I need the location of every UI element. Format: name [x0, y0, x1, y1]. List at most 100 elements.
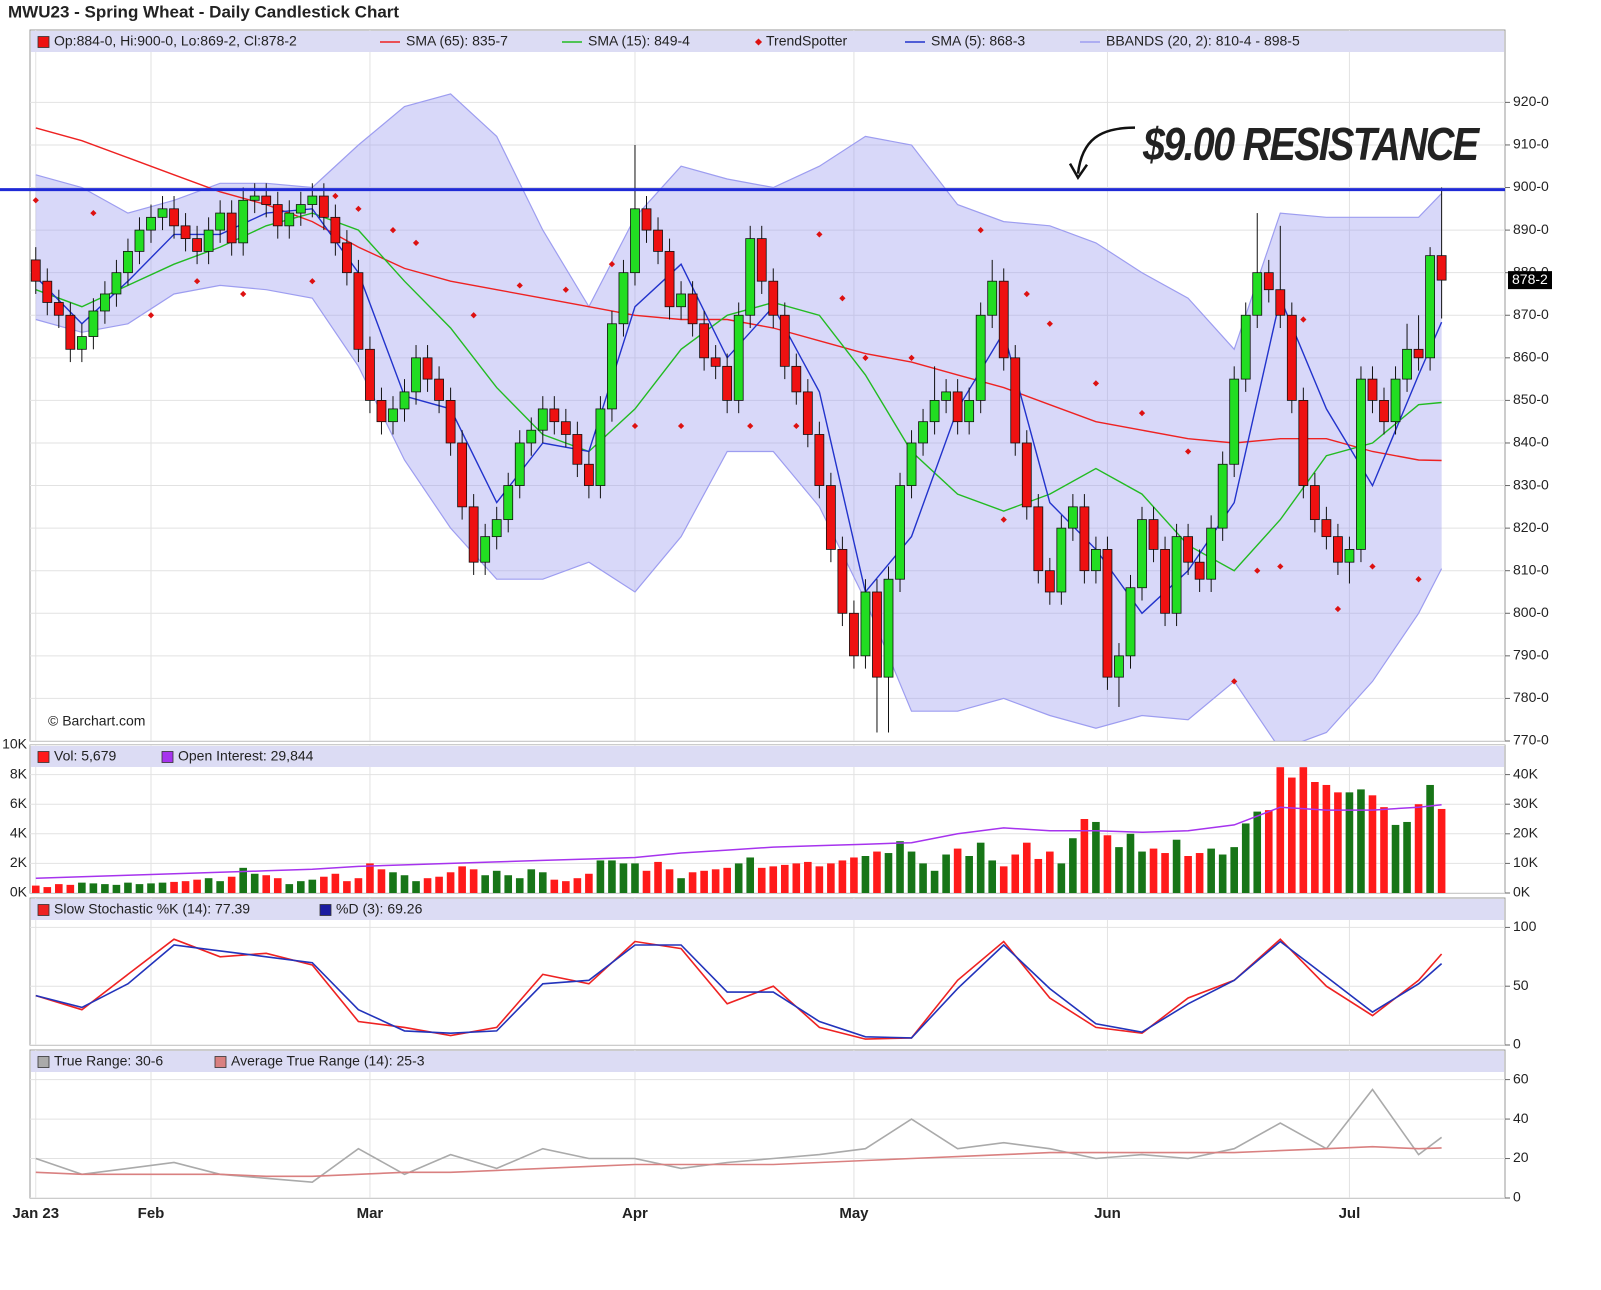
trend-dot — [1254, 567, 1261, 574]
annotation: $9.00 RESISTANCE — [1142, 119, 1480, 170]
candle-body — [664, 250, 675, 308]
legend-swatch — [161, 751, 174, 763]
volume-bar — [66, 884, 75, 893]
volume-bar — [101, 884, 109, 893]
y-tick-label: 910-0 — [1513, 136, 1549, 152]
volume-bar — [1115, 847, 1123, 893]
volume-bar — [999, 866, 1008, 893]
x-tick-label: Mar — [357, 1205, 384, 1222]
volume-bar — [124, 882, 132, 893]
candle-body — [583, 463, 594, 486]
x-tick-label: Feb — [138, 1205, 165, 1222]
candle-body — [376, 400, 387, 423]
volume-bar — [757, 867, 766, 893]
volume-bar — [89, 883, 98, 893]
candle-body — [768, 280, 779, 316]
y-tick-label: 850-0 — [1513, 391, 1549, 407]
y-tick-label: 770-0 — [1513, 732, 1549, 748]
volume-bar — [239, 867, 247, 893]
volume-bar — [262, 875, 271, 893]
volume-bar — [1138, 851, 1146, 893]
y-tick-label: 2K — [10, 854, 28, 870]
candle-body — [1217, 463, 1228, 529]
volume-bar — [538, 872, 547, 893]
candle-body — [607, 323, 617, 410]
volume-bar — [250, 873, 259, 893]
volume-bar — [827, 863, 835, 893]
volume-bar — [838, 860, 847, 893]
y-tick-label: 790-0 — [1513, 647, 1549, 663]
candle-body — [203, 229, 214, 252]
legend-swatch — [37, 1056, 50, 1068]
volume-bar — [919, 863, 927, 893]
candle-body — [192, 238, 202, 252]
volume-bar — [884, 853, 893, 893]
volume-bar — [515, 878, 524, 893]
volume-bar — [1092, 821, 1100, 893]
candle-body — [722, 365, 733, 401]
candle-body — [388, 408, 398, 423]
candle-body — [215, 212, 226, 231]
candle-body — [238, 199, 249, 244]
last-price-label: 878-2 — [1512, 271, 1548, 287]
candle-body — [630, 208, 640, 274]
volume-bar — [78, 882, 86, 893]
candle-body — [710, 357, 721, 367]
candle-body — [284, 212, 295, 227]
volume-bar — [573, 878, 582, 893]
candle-body — [1390, 378, 1401, 423]
y-tick-label: 810-0 — [1513, 561, 1549, 577]
candle-body — [399, 391, 410, 410]
candle-body — [1309, 485, 1320, 521]
volume-bar — [227, 876, 236, 893]
volume-bar — [193, 879, 201, 893]
legend-label: Op:884-0, Hi:900-0, Lo:869-2, Cl:878-2 — [54, 33, 297, 49]
trend-dot — [1023, 290, 1030, 298]
volume-bar — [435, 876, 443, 893]
y-tick-label: 780-0 — [1513, 689, 1549, 705]
volume-bar — [1264, 810, 1273, 893]
volume-bar — [135, 884, 144, 893]
legend-swatch — [319, 904, 332, 916]
candle-body — [699, 323, 710, 359]
y-tick-label: 900-0 — [1513, 178, 1549, 194]
y-tick-label: 6K — [10, 795, 28, 811]
candle-body — [779, 314, 790, 367]
candle-body — [1171, 536, 1182, 614]
candle-body — [560, 421, 571, 435]
y-tick-label: 100 — [1513, 918, 1537, 934]
volume-bar — [1103, 835, 1112, 893]
volume-bar — [400, 875, 409, 893]
volume-bar — [147, 883, 155, 893]
volume-bar — [723, 867, 731, 893]
candle-body — [860, 591, 871, 657]
volume-bar — [1149, 848, 1158, 893]
credit: © Barchart.com — [48, 713, 145, 729]
volume-bar — [112, 884, 121, 893]
candle-body — [100, 293, 110, 312]
volume-bar — [1034, 858, 1043, 893]
legend-label: Open Interest: 29,844 — [178, 748, 314, 764]
y-tick-label: 0 — [1513, 1189, 1521, 1205]
volume-bar — [1230, 847, 1238, 893]
candle-body — [272, 204, 283, 227]
volume-bar — [976, 842, 985, 893]
candle-body — [169, 208, 179, 227]
volume-bar — [665, 869, 674, 893]
candle-body — [1021, 442, 1032, 508]
volume-bar — [1022, 842, 1031, 893]
candle-body — [1091, 549, 1101, 572]
volume-bar — [1184, 856, 1192, 893]
volume-bar — [181, 881, 190, 893]
volume-bar — [43, 887, 52, 893]
volume-bar — [377, 869, 386, 893]
y2-tick-label: 0K — [1513, 884, 1531, 900]
legend-band — [31, 899, 1504, 920]
candle-body — [249, 195, 260, 201]
candle-body — [330, 216, 341, 244]
trend-dot — [562, 286, 569, 293]
trend-dot — [1277, 563, 1284, 570]
candle-body — [872, 591, 882, 678]
candle-body — [883, 578, 894, 678]
